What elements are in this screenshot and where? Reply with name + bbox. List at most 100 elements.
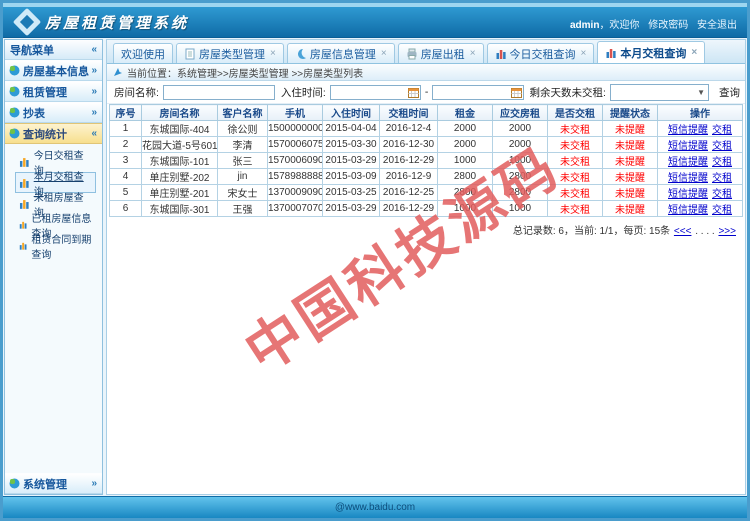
row-rent-date: 2016-12-29: [379, 200, 438, 217]
app-title: 房屋租赁管理系统: [45, 14, 190, 32]
row-checkin: 2015-03-30: [322, 136, 380, 153]
sidebar-group-meter[interactable]: 抄表 »: [5, 102, 102, 123]
bar-chart-icon: [19, 179, 29, 188]
sms-remind-link[interactable]: 短信提醒: [668, 125, 708, 136]
close-icon[interactable]: ×: [270, 48, 276, 59]
document-icon: [185, 48, 195, 59]
username: admin: [569, 20, 600, 31]
sidebar-item-rented-info-query[interactable]: 已租房屋信息查询: [15, 214, 96, 240]
user-area: admin，欢迎你 修改密码 安全退出: [570, 16, 737, 31]
close-icon[interactable]: ×: [469, 48, 476, 59]
calendar-icon[interactable]: [510, 87, 522, 98]
pay-rent-link[interactable]: 交租: [712, 205, 732, 216]
sidebar-group-house-info[interactable]: 房屋基本信息 »: [5, 60, 102, 81]
calendar-icon[interactable]: [407, 87, 419, 98]
sms-remind-link[interactable]: 短信提醒: [668, 157, 708, 168]
row-remind-status: 未提醒: [602, 200, 658, 217]
prev-page-link[interactable]: <<<: [673, 226, 692, 237]
row-customer: 张三: [217, 152, 268, 169]
sidebar-group-system-mgmt[interactable]: 系统管理 »: [5, 473, 102, 494]
row-no: 3: [109, 152, 142, 169]
table-row: 1东城国际-404徐公则150000000002015-04-042016-12…: [109, 120, 743, 137]
row-checkin: 2015-03-29: [322, 152, 380, 169]
row-no: 5: [109, 184, 142, 201]
tab-label: 房屋类型管理: [199, 48, 265, 61]
checkin-from-wrap: [329, 84, 421, 100]
tab-house-info-mgmt[interactable]: 房屋信息管理 ×: [286, 43, 395, 63]
next-page-link[interactable]: >>>: [718, 226, 736, 237]
column-header: 序号: [109, 104, 142, 121]
tab-house-rent-out[interactable]: 房屋出租 ×: [397, 43, 484, 63]
checkin-to-input[interactable]: [432, 84, 524, 100]
close-icon[interactable]: ×: [580, 48, 587, 59]
tab-month-rent-query[interactable]: 本月交租查询 ×: [597, 41, 706, 63]
sidebar-item-contract-expiry-query[interactable]: 租赁合同到期查询: [15, 235, 96, 261]
query-stats-submenu: 今日交租查询 本月交租查询 未租房屋查询 已租房屋信息查询 租赁合同到期查询: [5, 144, 102, 263]
close-icon[interactable]: ×: [380, 48, 387, 59]
bar-chart-icon: [19, 200, 29, 209]
pay-rent-link[interactable]: 交租: [712, 141, 732, 152]
column-header: 是否交租: [547, 104, 603, 121]
sidebar-item-today-rent-query[interactable]: 今日交租查询: [15, 151, 96, 177]
pay-rent-link[interactable]: 交租: [712, 125, 732, 136]
tab-welcome[interactable]: 欢迎使用: [113, 43, 173, 63]
row-no: 4: [109, 168, 142, 185]
row-operations: 短信提醒 交租: [657, 168, 743, 185]
remaining-days-select[interactable]: ▼: [609, 83, 709, 101]
sidebar: 导航菜单 « 房屋基本信息 » 租赁管理 » 抄表 » 查询统计 «: [4, 39, 103, 495]
column-header: 房间名称: [141, 104, 218, 121]
row-paid-status: 未交租: [547, 168, 603, 185]
table-header-row: 序号 房间名称 客户名称 手机 入住时间 交租时间 租金 应交房租 是否交租 提醒状态 操作: [109, 104, 743, 121]
column-header: 提醒状态: [602, 104, 658, 121]
footer-text: @www.baidu.com: [334, 502, 416, 513]
sms-remind-link[interactable]: 短信提醒: [668, 141, 708, 152]
change-password-link[interactable]: 修改密码: [648, 20, 689, 31]
chevron-down-icon: »: [91, 107, 97, 118]
row-rent-date: 2016-12-25: [379, 184, 438, 201]
query-button[interactable]: 查询: [719, 86, 740, 99]
row-rent-date: 2016-12-30: [379, 136, 438, 153]
pay-rent-link[interactable]: 交租: [712, 157, 732, 168]
checkin-from-input[interactable]: [329, 84, 421, 100]
app-header: 房屋租赁管理系统 admin，欢迎你 修改密码 安全退出: [3, 7, 747, 38]
sms-remind-link[interactable]: 短信提醒: [668, 205, 708, 216]
pay-rent-link[interactable]: 交租: [712, 189, 732, 200]
row-customer: 王强: [217, 200, 268, 217]
sms-remind-link[interactable]: 短信提醒: [668, 189, 708, 200]
table-row: 3东城国际-101张三157000609052015-03-292016-12-…: [109, 152, 743, 169]
tab-label: 房屋信息管理: [309, 48, 376, 61]
sidebar-item-unrented-query[interactable]: 未租房屋查询: [15, 193, 96, 219]
tab-house-type-mgmt[interactable]: 房屋类型管理 ×: [176, 43, 284, 63]
room-name-input[interactable]: [162, 84, 275, 100]
diamond-logo-icon: [12, 7, 42, 37]
row-room: 东城国际-404: [141, 120, 218, 137]
row-due: 1000: [492, 200, 548, 217]
logout-link[interactable]: 安全退出: [697, 20, 737, 31]
tab-today-rent-query[interactable]: 今日交租查询 ×: [486, 43, 595, 63]
row-paid-status: 未交租: [547, 136, 603, 153]
row-paid-status: 未交租: [547, 200, 603, 217]
row-operations: 短信提醒 交租: [657, 120, 743, 137]
sidebar-group-query-stats[interactable]: 查询统计 «: [5, 123, 102, 144]
top-strip: [3, 3, 747, 7]
pagination-summary: 总记录数: 6，当前: 1/1，每页: 15条: [512, 226, 671, 237]
checkin-to-wrap: [432, 84, 524, 100]
sms-remind-link[interactable]: 短信提醒: [668, 173, 708, 184]
footer: @www.baidu.com: [3, 496, 747, 518]
sidebar-item-label: 本月交租查询: [33, 171, 84, 198]
row-checkin: 2015-03-29: [322, 200, 380, 217]
pay-rent-link[interactable]: 交租: [712, 173, 732, 184]
row-phone: 15789888888: [267, 168, 323, 185]
row-no: 2: [109, 136, 142, 153]
row-phone: 13700090908: [267, 184, 323, 201]
welcome-text: ，欢迎你: [599, 20, 640, 31]
sidebar-item-month-rent-query[interactable]: 本月交租查询: [15, 172, 96, 198]
table-row: 6东城国际-301王强137000707072015-03-292016-12-…: [109, 200, 743, 217]
sidebar-group-rental-mgmt[interactable]: 租赁管理 »: [5, 81, 102, 102]
sidebar-title-bar: 导航菜单 «: [5, 40, 102, 60]
page-dots: . . . .: [695, 226, 715, 237]
close-icon[interactable]: ×: [691, 47, 698, 58]
sidebar-collapse-icon[interactable]: «: [91, 44, 97, 55]
row-customer: 徐公则: [217, 120, 268, 137]
